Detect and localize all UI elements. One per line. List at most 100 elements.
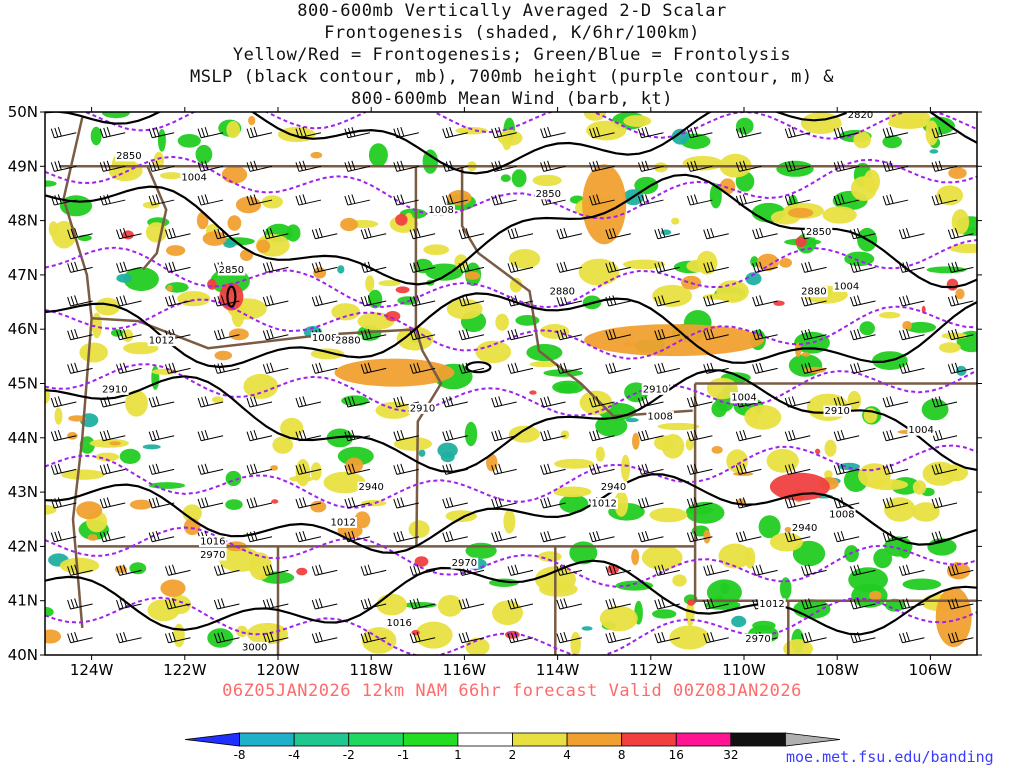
wind-barb [458, 261, 485, 273]
shade-patch [599, 605, 638, 632]
shade-patch [437, 442, 458, 458]
wind-barb [311, 631, 338, 644]
wind-barb [442, 497, 468, 509]
wind-barb [637, 396, 664, 408]
wind-barb [116, 261, 142, 273]
wind-barb [605, 598, 631, 610]
lon-label: 120W [256, 661, 300, 679]
wind-barb [295, 497, 322, 509]
shade-patch [378, 280, 401, 287]
colorbar-tick-label: 8 [618, 748, 626, 762]
wind-barb [589, 530, 615, 543]
shade-patch [824, 470, 833, 479]
height-contour-8 [45, 596, 977, 655]
colorbar-tick-label: 16 [669, 748, 684, 762]
shade-patch [129, 499, 153, 510]
wind-barb [50, 396, 77, 408]
wind-barb [898, 328, 925, 341]
shade-patch [912, 480, 927, 495]
shade-patch [243, 373, 279, 399]
wind-barb [703, 362, 729, 374]
shade-patch [454, 254, 468, 270]
wind-barb [637, 194, 664, 206]
shade-patch [385, 311, 401, 322]
wind-barb [442, 194, 468, 206]
colorbar-swatch [730, 732, 786, 747]
wind-barb [213, 564, 240, 576]
wind-barb [784, 463, 811, 475]
shade-patch [625, 418, 639, 423]
shade-patch [657, 422, 700, 431]
wind-barb [246, 530, 273, 543]
height-label: 2910 [102, 384, 127, 395]
wind-barb [931, 194, 958, 206]
wind-barb [262, 631, 289, 644]
shade-patch [68, 415, 86, 422]
shade-patch [45, 180, 57, 187]
mslp-label: 1008 [312, 333, 337, 344]
wind-barb [947, 564, 974, 576]
wind-barb [605, 564, 631, 576]
wind-barb [540, 396, 566, 408]
lon-label: 116W [443, 661, 487, 679]
wind-barb [556, 227, 583, 240]
credit-link[interactable]: moe.met.fsu.edu/banding [786, 748, 994, 766]
wind-barb [262, 261, 289, 273]
wind-barb [491, 126, 517, 139]
colorbar-swatch [239, 732, 295, 747]
wind-barb [752, 328, 778, 341]
wind-barb [686, 160, 713, 172]
wind-barb [295, 530, 322, 543]
shade-patch [853, 131, 871, 149]
wind-barb [931, 396, 958, 408]
wind-barb [197, 126, 224, 139]
wind-barb [197, 194, 224, 206]
lon-label: 110W [722, 661, 766, 679]
shade-patch [395, 213, 408, 226]
shade-patch [313, 267, 327, 279]
wind-barb [850, 631, 876, 644]
wind-barb [409, 295, 436, 307]
shade-patch [295, 459, 311, 487]
colorbar-tick-label: -4 [288, 748, 300, 762]
lon-label: 118W [349, 661, 393, 679]
shade-patch [622, 259, 665, 270]
wind-barb [67, 362, 93, 374]
wind-barb [262, 295, 289, 307]
wind-barb [360, 362, 387, 374]
shade-patch [779, 258, 792, 268]
shade-patch [869, 590, 882, 601]
shade-patch [361, 500, 387, 507]
wind-barb [360, 564, 387, 576]
lat-label: 50N [8, 103, 38, 121]
wind-barb [148, 194, 175, 206]
shade-patch [718, 543, 752, 569]
shade-patch [500, 174, 511, 182]
wind-barb [295, 126, 322, 139]
shade-patch [340, 217, 358, 232]
contour-label-bg [828, 508, 856, 520]
shade-patch [271, 499, 279, 504]
wind-barb [801, 362, 827, 374]
contour-label-bg [310, 332, 339, 344]
shade-patch [296, 567, 308, 576]
shade-patch [706, 579, 742, 606]
wind-barb [850, 328, 876, 341]
shade-patch [236, 625, 248, 638]
shade-patch [195, 144, 213, 164]
wind-barb [605, 362, 631, 374]
wind-barb [67, 227, 93, 240]
wind-barb [507, 564, 534, 576]
contour-label-bg [832, 280, 861, 292]
shade-patch [859, 321, 875, 336]
wind-barb [458, 227, 485, 240]
wind-barb [442, 126, 468, 139]
wind-barb [409, 227, 436, 240]
colorbar-tick-label: -2 [343, 748, 355, 762]
wind-barb [637, 463, 664, 475]
wind-barb [703, 328, 729, 341]
shade-patch [847, 390, 862, 410]
shade-patch [850, 176, 877, 202]
shade-patch [838, 462, 860, 471]
shade-patch [583, 112, 607, 121]
